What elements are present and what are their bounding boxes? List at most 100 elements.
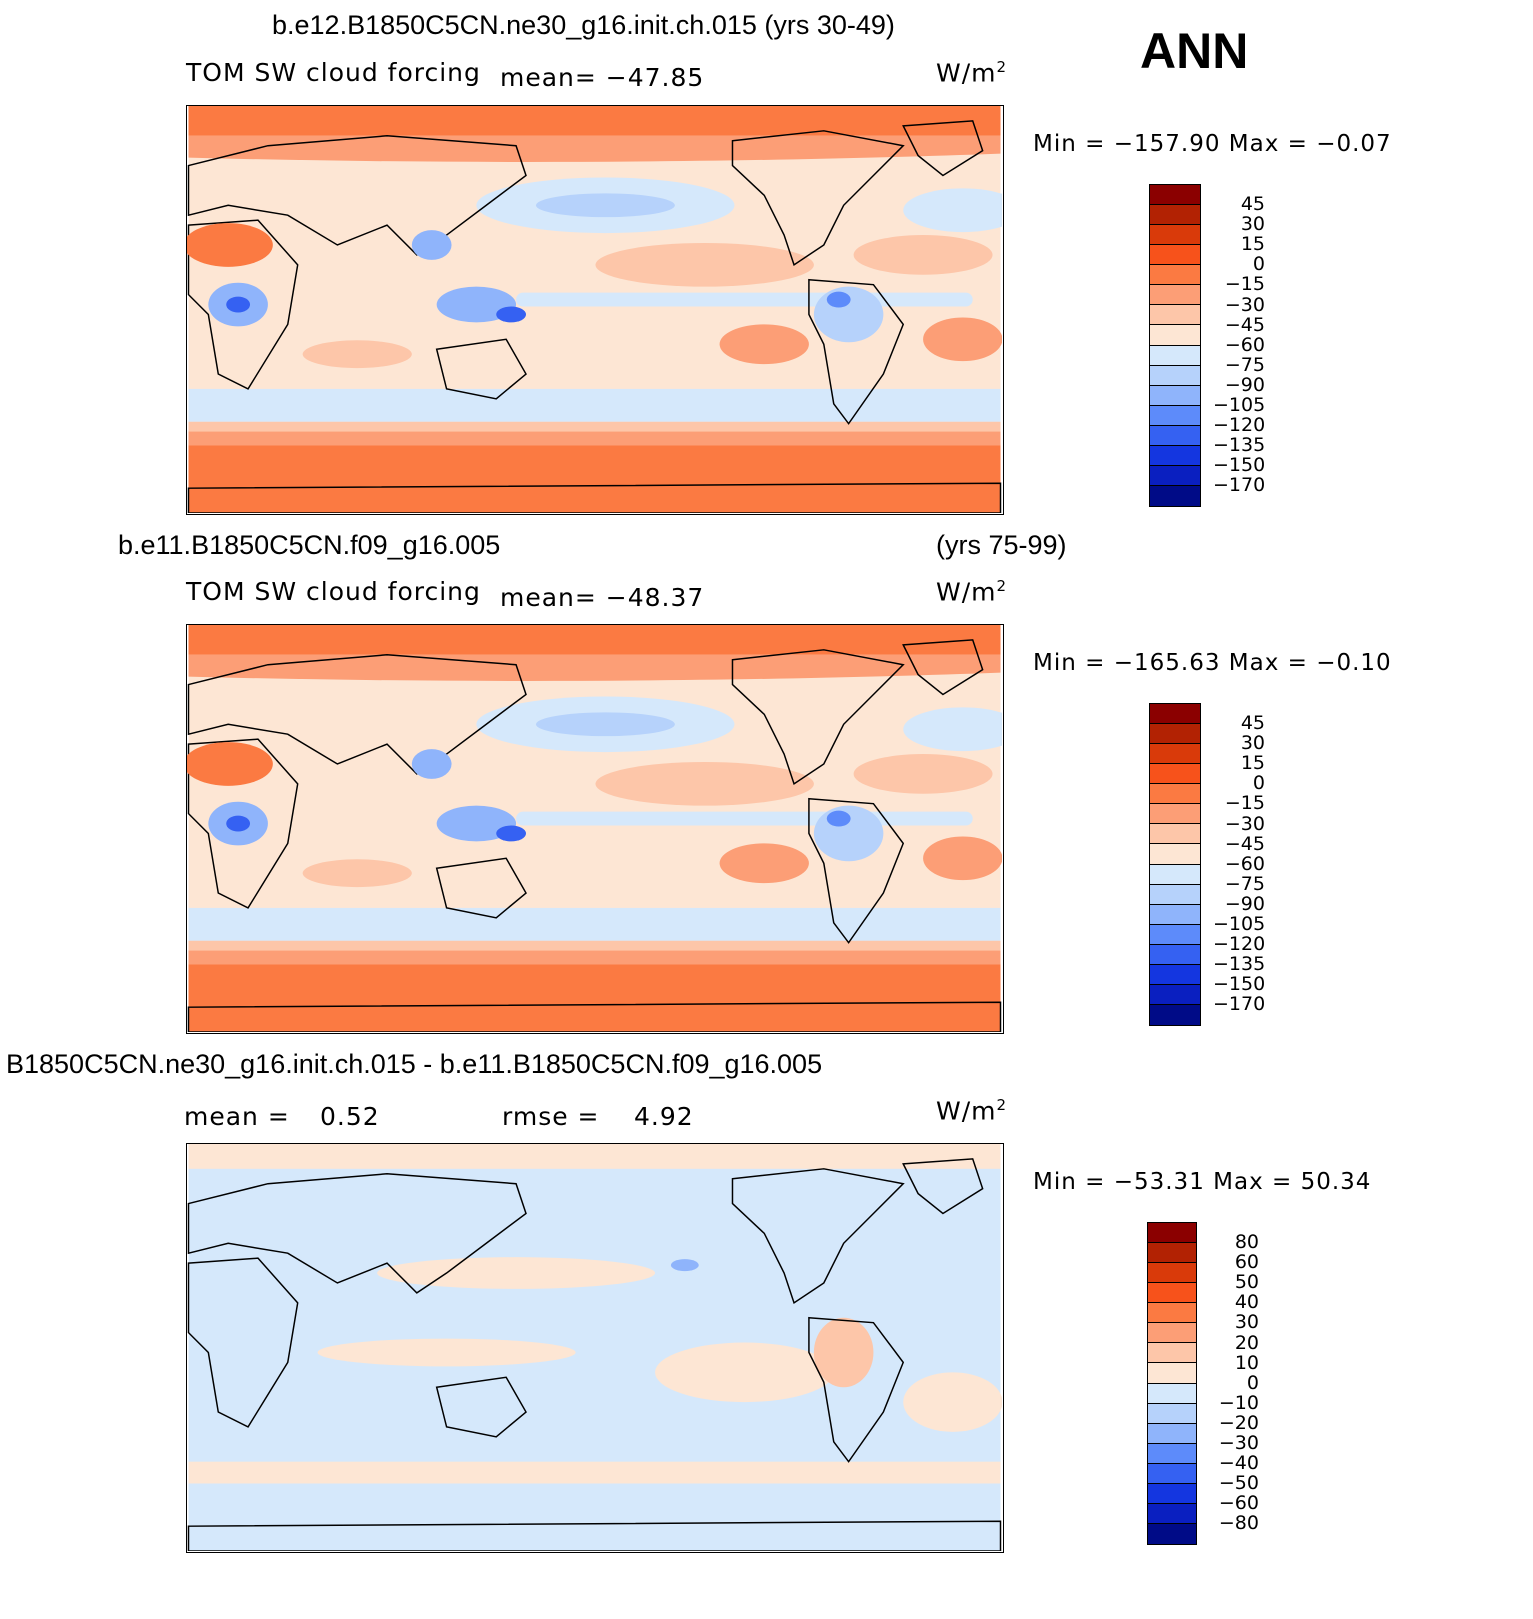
colorbar-segment [1150,964,1200,985]
south-america-coastline [808,797,905,944]
east-asia-cloud [411,230,452,260]
se-pacific-stratocumulus [719,324,809,365]
colorbar-segment [1148,1343,1196,1364]
tropical-positive [317,1338,576,1367]
north-pacific-cloud-core [535,712,675,737]
southern-positive-band [188,1461,1001,1484]
colorbar-tick-label: −60 [1218,1492,1259,1515]
colorbar-tick-label: −75 [1224,872,1265,895]
colorbar-tick-label: −30 [1218,1432,1259,1454]
se-pacific-stratocumulus [719,843,809,884]
colorbar-segment [1150,365,1200,386]
colorbar-tick-label: 30 [1234,1311,1259,1334]
itcz-band [516,811,973,826]
north-atlantic-cloud [903,188,1002,233]
amazon-cloud-core [826,810,851,827]
colorbar-tick-label: 10 [1234,1351,1259,1374]
colorbar-segment [1150,185,1200,206]
panel3-mean-label: mean = [184,1102,290,1131]
colorbar-tick-label: 45 [1240,193,1265,215]
panel1-map-svg [187,106,1002,513]
sahara-bright [187,742,273,786]
southern-storm-track [188,388,1001,422]
ne-atlantic-low-cloud [853,754,993,794]
colorbar-segment [1148,1323,1196,1344]
north-america-coastline [731,130,905,266]
colorbar-tick-label: 0 [1252,772,1265,795]
colorbar-tick-label: −170 [1213,993,1266,1016]
colorbar-segment [1148,1383,1196,1404]
colorbar-tick-label: −120 [1213,933,1266,956]
north-atlantic-cloud [903,707,1002,752]
southern-ocean-band [188,962,1001,1032]
colorbar-segment [1150,824,1200,845]
map-background [188,1144,1001,1551]
colorbar-tick-label: 30 [1240,732,1265,755]
north-america-coastline [731,649,905,785]
colorbar-segment [1150,225,1200,246]
colorbar-tick-label: −105 [1213,913,1266,935]
arctic-band [188,106,1001,136]
colorbar-segment [1150,744,1200,765]
colorbar-tick-label: 80 [1234,1231,1259,1253]
panel3-map-svg [187,1144,1002,1551]
panel3-units: W/m2 [936,1096,1008,1126]
colorbar-segment [1150,704,1200,725]
maritime-continent-core [496,306,527,323]
colorbar-tick-label: −60 [1224,333,1265,356]
colorbar-segment [1150,465,1200,486]
se-atlantic-stratocumulus [923,836,1002,881]
colorbar-tick-label: −45 [1224,313,1265,336]
australia-coastline [435,338,527,400]
panel3-minmax: Min = −53.31 Max = 50.34 [1033,1169,1372,1195]
maritime-continent-core [496,825,527,842]
colorbar-segment [1150,265,1200,286]
colorbar-segment [1148,1303,1196,1324]
panel2-minmax: Min = −165.63 Max = −0.10 [1033,650,1392,676]
indian-ocean-subtropics [302,859,412,888]
colorbar-tick-label: 20 [1234,1331,1259,1354]
colorbar-tick-label: 15 [1240,752,1265,775]
south-atlantic-positive [903,1372,1002,1432]
panel1-map [186,105,1004,515]
colorbar-segment [1148,1223,1196,1244]
colorbar-segment [1150,844,1200,865]
colorbar-tick-label: −80 [1218,1512,1259,1535]
colorbar-tick-label: −60 [1224,852,1265,875]
colorbar-segment [1150,1004,1200,1025]
colorbar-segment [1148,1463,1196,1484]
itcz-band [516,292,973,307]
colorbar-segment [1150,445,1200,466]
season-label: ANN [1140,23,1249,79]
arctic-band [188,1144,1001,1169]
colorbar-segment [1148,1523,1196,1544]
colorbar-segment [1148,1403,1196,1424]
east-asia-cloud [411,749,452,779]
southern-ocean-band [188,443,1001,513]
antarctica-coastline [187,482,1002,513]
se-atlantic-stratocumulus [923,317,1002,362]
panel2-map-svg [187,625,1002,1032]
colorbar-tick-label: −40 [1218,1452,1259,1475]
colorbar-tick-label: −20 [1218,1411,1259,1434]
amazon-cloud [813,805,884,862]
panel1-units: W/m2 [936,58,1008,88]
ne-pacific-low-cloud [595,761,814,806]
colorbar-segment [1150,944,1200,965]
colorbar-segment [1148,1283,1196,1304]
panel2-units: W/m2 [936,577,1008,607]
south-america-coastline [808,1316,905,1463]
southern-ocean-band-3 [188,940,1001,951]
colorbar-tick-label: −150 [1213,454,1266,477]
panel2-title-right: (yrs 75-99) [936,530,1067,560]
andes-positive [813,1317,874,1388]
panel3-colorbar [1147,1222,1197,1545]
colorbar-segment [1150,884,1200,905]
southern-ocean-band-3 [188,421,1001,432]
central-africa-cloud-core [226,296,251,313]
colorbar-tick-label: 15 [1240,233,1265,256]
colorbar-tick-label: −50 [1218,1472,1259,1495]
colorbar-segment [1148,1483,1196,1504]
colorbar-segment [1150,285,1200,306]
colorbar-tick-label: −105 [1213,394,1266,416]
